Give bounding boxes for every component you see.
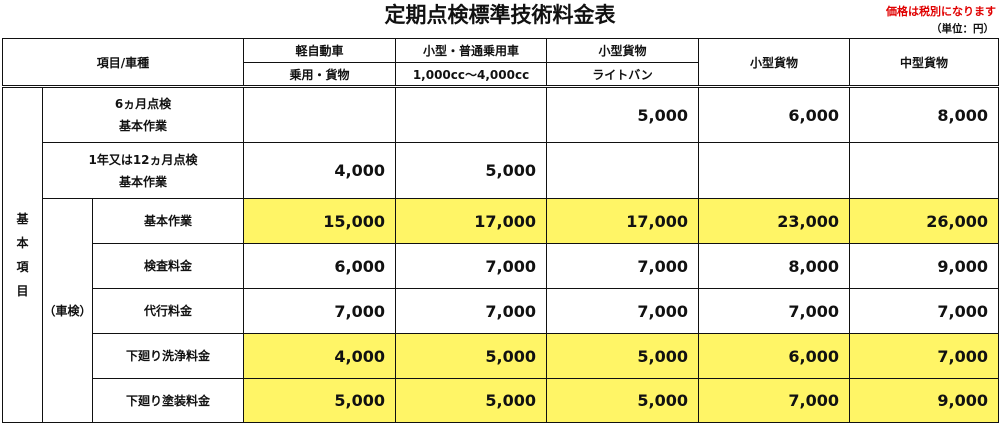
row-label: 1年又は12ヵ月点検 基本作業 bbox=[42, 142, 244, 199]
price-cell: 5,000 bbox=[395, 378, 547, 423]
table-row: 下廻り塗装料金 5,000 5,000 5,000 7,000 9,000 bbox=[3, 378, 999, 423]
price-cell: 7,000 bbox=[395, 288, 547, 334]
price-cell bbox=[698, 142, 850, 199]
price-cell: 5,000 bbox=[395, 333, 547, 379]
table-row: 下廻り洗浄料金 4,000 5,000 5,000 6,000 7,000 bbox=[3, 333, 999, 379]
row-label-line: 基本作業 bbox=[143, 214, 192, 228]
table-row: 基本項目 6ヵ月点検 基本作業 5,000 6,000 8,000 bbox=[2, 86, 999, 423]
col-subheader: 乗用・貨物 bbox=[243, 62, 396, 88]
price-cell: 6,000 bbox=[698, 86, 850, 143]
group-label-char: 目 bbox=[16, 284, 29, 298]
price-cell: 5,000 bbox=[243, 378, 396, 423]
price-cell: 5,000 bbox=[546, 86, 699, 143]
col-header: 小型貨物 bbox=[698, 38, 850, 88]
row-label-line: 基本作業 bbox=[118, 119, 167, 133]
price-cell: 23,000 bbox=[698, 198, 850, 244]
tax-note: 価格は税別になります bbox=[886, 5, 996, 18]
price-cell: 8,000 bbox=[698, 243, 850, 289]
price-cell: 8,000 bbox=[849, 86, 999, 143]
price-cell: 17,000 bbox=[546, 198, 699, 244]
price-cell: 4,000 bbox=[243, 142, 396, 199]
row-label: 6ヵ月点検基本作業 bbox=[42, 86, 244, 143]
row-label-line: 1年又は12ヵ月点検 bbox=[88, 152, 198, 167]
group-label: 基本項目 bbox=[2, 86, 43, 423]
col-header: 軽自動車 bbox=[243, 38, 396, 63]
row-label: 下廻り塗装料金 bbox=[92, 378, 244, 423]
row-label-line: 下廻り塗装料金 bbox=[125, 393, 210, 408]
table-row: 1年又は12ヵ月点検 基本作業 4,000 5,000 bbox=[3, 142, 999, 199]
row-label-line: 代行料金 bbox=[143, 304, 192, 318]
price-cell: 7,000 bbox=[849, 333, 999, 379]
page-title: 定期点検標準技術料金表 bbox=[384, 3, 616, 27]
row-label-line: 基本作業 bbox=[118, 174, 167, 189]
group-label-char: 項 bbox=[16, 260, 29, 274]
price-cell: 9,000 bbox=[849, 243, 999, 289]
price-cell: 4,000 bbox=[243, 333, 396, 379]
price-cell: 7,000 bbox=[243, 288, 396, 334]
price-cell: 7,000 bbox=[849, 288, 999, 334]
col-header: 小型貨物 bbox=[546, 38, 699, 63]
row-label-line: 検査料金 bbox=[143, 259, 192, 273]
table-row: （車検） 基本作業 15,000 17,000 17,000 23,000 26,000 bbox=[3, 198, 999, 423]
price-cell: 5,000 bbox=[546, 333, 699, 379]
price-cell: 9,000 bbox=[849, 378, 999, 423]
price-cell: 7,000 bbox=[546, 243, 699, 289]
col-header: 小型・普通乗用車 bbox=[395, 38, 547, 63]
col-subheader: ライトバン bbox=[546, 62, 699, 88]
price-cell bbox=[395, 86, 547, 143]
row-label-line: 6ヵ月点検 bbox=[114, 97, 172, 111]
price-cell: 15,000 bbox=[243, 198, 396, 244]
table-row: 代行料金 7,000 7,000 7,000 7,000 7,000 bbox=[3, 288, 999, 334]
price-cell: 6,000 bbox=[698, 333, 850, 379]
price-cell: 17,000 bbox=[395, 198, 547, 244]
price-cell bbox=[849, 142, 999, 199]
price-cell: 7,000 bbox=[698, 288, 850, 334]
row-label: 代行料金 bbox=[92, 288, 244, 334]
group-label-char: 本 bbox=[16, 236, 29, 250]
row-label-line: 下廻り洗浄料金 bbox=[125, 349, 210, 363]
price-cell: 5,000 bbox=[546, 378, 699, 423]
unit-note: （単位：円） bbox=[931, 23, 994, 35]
row-label: 下廻り洗浄料金 bbox=[92, 333, 244, 379]
price-cell: 26,000 bbox=[849, 198, 999, 244]
price-cell bbox=[243, 86, 396, 143]
shaken-label: （車検） bbox=[42, 198, 93, 423]
price-cell: 6,000 bbox=[243, 243, 396, 289]
col-subheader: 1,000cc～4,000cc bbox=[395, 62, 547, 88]
price-cell: 7,000 bbox=[395, 243, 547, 289]
table-row: 検査料金 6,000 7,000 7,000 8,000 9,000 bbox=[3, 243, 999, 289]
item-vehicle-header: 項目/車種 bbox=[2, 38, 244, 88]
price-table: 項目/車種 軽自動車 小型・普通乗用車 小型貨物 小型貨物 中型貨物 乗用・貨物… bbox=[2, 38, 999, 423]
price-cell bbox=[546, 142, 699, 199]
col-header: 中型貨物 bbox=[849, 38, 999, 88]
row-label: 基本作業 bbox=[92, 198, 244, 244]
price-cell: 7,000 bbox=[546, 288, 699, 334]
price-cell: 5,000 bbox=[395, 142, 547, 199]
group-label-char: 基 bbox=[16, 212, 29, 226]
row-label: 検査料金 bbox=[92, 243, 244, 289]
price-cell: 7,000 bbox=[698, 378, 850, 423]
